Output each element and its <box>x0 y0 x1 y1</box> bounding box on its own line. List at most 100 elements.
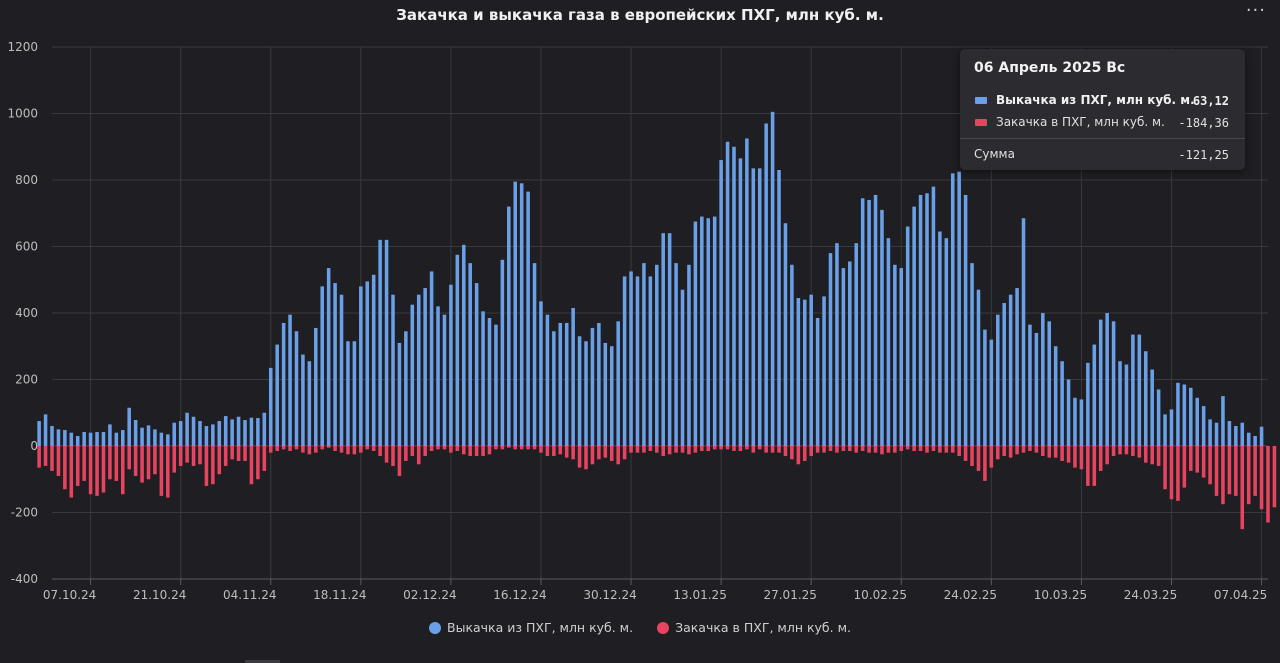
bar-injection[interactable] <box>1150 446 1154 465</box>
bar-injection[interactable] <box>455 446 460 451</box>
bar-withdrawal[interactable] <box>281 322 286 446</box>
bar-injection[interactable] <box>397 446 402 476</box>
bar-injection[interactable] <box>1259 446 1264 510</box>
bar-withdrawal[interactable] <box>500 259 505 446</box>
bar-injection[interactable] <box>1195 446 1199 473</box>
bar-withdrawal[interactable] <box>95 432 99 446</box>
bar-withdrawal[interactable] <box>346 341 350 446</box>
bar-withdrawal[interactable] <box>178 421 183 446</box>
bar-withdrawal[interactable] <box>757 168 762 447</box>
bar-injection[interactable] <box>963 446 968 461</box>
bar-injection[interactable] <box>738 446 743 451</box>
bar-withdrawal[interactable] <box>738 158 743 446</box>
bar-injection[interactable] <box>899 446 904 451</box>
bar-injection[interactable] <box>500 446 505 450</box>
bar-withdrawal[interactable] <box>886 238 891 446</box>
bar-injection[interactable] <box>558 446 563 455</box>
bar-injection[interactable] <box>494 446 498 450</box>
bar-injection[interactable] <box>745 446 749 450</box>
bar-injection[interactable] <box>481 446 485 456</box>
bar-injection[interactable] <box>365 446 370 450</box>
bar-injection[interactable] <box>584 446 588 470</box>
bar-withdrawal[interactable] <box>622 276 627 446</box>
bar-withdrawal[interactable] <box>899 268 904 446</box>
bar-injection[interactable] <box>50 446 54 471</box>
bar-withdrawal[interactable] <box>983 329 987 447</box>
bar-injection[interactable] <box>796 446 801 465</box>
bar-withdrawal[interactable] <box>590 327 595 446</box>
bar-withdrawal[interactable] <box>307 361 312 446</box>
bar-withdrawal[interactable] <box>494 324 498 446</box>
bar-injection[interactable] <box>352 446 357 455</box>
bar-withdrawal[interactable] <box>770 111 775 446</box>
bar-injection[interactable] <box>1176 446 1180 501</box>
bar-withdrawal[interactable] <box>1002 303 1006 446</box>
bar-injection[interactable] <box>249 446 254 485</box>
bar-withdrawal[interactable] <box>88 432 93 446</box>
bar-withdrawal[interactable] <box>976 289 981 446</box>
bar-withdrawal[interactable] <box>1073 397 1077 446</box>
bar-withdrawal[interactable] <box>1189 387 1193 446</box>
bar-injection[interactable] <box>725 446 730 450</box>
bar-injection[interactable] <box>674 446 678 453</box>
bar-injection[interactable] <box>243 446 247 461</box>
bar-injection[interactable] <box>822 446 826 453</box>
bar-injection[interactable] <box>655 446 659 453</box>
bar-injection[interactable] <box>1163 446 1167 490</box>
bar-injection[interactable] <box>732 446 736 451</box>
bar-injection[interactable] <box>983 446 987 481</box>
bar-injection[interactable] <box>474 446 479 456</box>
bar-withdrawal[interactable] <box>191 416 196 446</box>
bar-withdrawal[interactable] <box>996 314 1000 446</box>
bar-injection[interactable] <box>69 446 74 498</box>
bar-withdrawal[interactable] <box>429 271 434 446</box>
bar-injection[interactable] <box>629 446 633 453</box>
bar-injection[interactable] <box>1041 446 1045 456</box>
bar-injection[interactable] <box>178 446 183 466</box>
bar-injection[interactable] <box>809 446 813 456</box>
more-dots-icon[interactable]: ··· <box>1245 0 1266 21</box>
bar-withdrawal[interactable] <box>121 430 125 446</box>
bar-injection[interactable] <box>648 446 653 451</box>
bar-injection[interactable] <box>841 446 846 451</box>
bar-withdrawal[interactable] <box>519 183 524 446</box>
bar-withdrawal[interactable] <box>539 301 543 446</box>
bar-withdrawal[interactable] <box>667 233 672 446</box>
bar-withdrawal[interactable] <box>1227 421 1232 446</box>
bar-injection[interactable] <box>905 446 910 450</box>
bar-injection[interactable] <box>449 446 453 453</box>
bar-injection[interactable] <box>957 446 961 456</box>
bar-injection[interactable] <box>487 446 492 455</box>
bar-withdrawal[interactable] <box>828 253 833 446</box>
bar-injection[interactable] <box>1169 446 1174 500</box>
bar-withdrawal[interactable] <box>558 322 563 446</box>
bar-injection[interactable] <box>1047 446 1052 458</box>
bar-withdrawal[interactable] <box>339 294 344 446</box>
bar-withdrawal[interactable] <box>860 198 865 446</box>
bar-injection[interactable] <box>1182 446 1187 488</box>
bar-withdrawal[interactable] <box>1169 409 1174 446</box>
bar-withdrawal[interactable] <box>410 304 415 446</box>
legend-item-withdrawal[interactable]: Выкачка из ПХГ, млн куб. м. <box>429 620 633 635</box>
bar-injection[interactable] <box>1086 446 1090 486</box>
bar-withdrawal[interactable] <box>616 321 620 446</box>
bar-injection[interactable] <box>603 446 608 458</box>
bar-injection[interactable] <box>912 446 916 451</box>
bar-withdrawal[interactable] <box>1214 422 1219 446</box>
bar-injection[interactable] <box>757 446 762 450</box>
bar-withdrawal[interactable] <box>371 274 376 446</box>
bar-injection[interactable] <box>268 446 273 453</box>
bar-withdrawal[interactable] <box>75 436 80 446</box>
bar-injection[interactable] <box>1266 446 1270 523</box>
bar-injection[interactable] <box>1124 446 1129 455</box>
bar-withdrawal[interactable] <box>1066 379 1071 447</box>
bar-injection[interactable] <box>95 446 99 496</box>
bar-withdrawal[interactable] <box>957 171 961 446</box>
bar-withdrawal[interactable] <box>841 268 846 446</box>
bar-injection[interactable] <box>1034 446 1039 453</box>
bar-withdrawal[interactable] <box>294 331 299 446</box>
bar-injection[interactable] <box>101 446 106 493</box>
bar-injection[interactable] <box>1208 446 1212 485</box>
bar-withdrawal[interactable] <box>938 231 942 446</box>
bar-withdrawal[interactable] <box>1086 362 1090 447</box>
